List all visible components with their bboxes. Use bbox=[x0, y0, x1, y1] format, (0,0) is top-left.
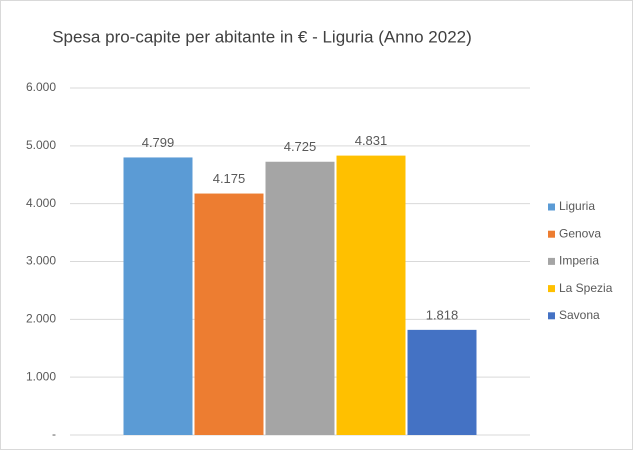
legend-swatch bbox=[548, 230, 555, 238]
y-tick-label: - bbox=[52, 427, 56, 441]
data-label: 4.831 bbox=[355, 133, 388, 148]
legend-label: Liguria bbox=[559, 199, 595, 213]
data-label: 4.725 bbox=[284, 139, 317, 154]
bar bbox=[265, 161, 335, 436]
bar bbox=[123, 157, 193, 436]
y-tick-label: 3.000 bbox=[26, 254, 56, 268]
legend-swatch bbox=[548, 257, 555, 265]
legend-swatch bbox=[548, 312, 555, 320]
y-tick-label: 5.000 bbox=[26, 138, 56, 152]
y-tick-label: 6.000 bbox=[26, 80, 56, 94]
legend-label: Genova bbox=[559, 226, 601, 240]
data-label: 4.175 bbox=[213, 171, 246, 186]
y-tick-label: 1.000 bbox=[26, 369, 56, 383]
y-tick-label: 2.000 bbox=[26, 312, 56, 326]
y-tick-label: 4.000 bbox=[26, 196, 56, 210]
bar bbox=[407, 329, 477, 435]
legend-swatch bbox=[548, 285, 555, 293]
data-label: 4.799 bbox=[142, 135, 175, 150]
data-label: 1.818 bbox=[426, 307, 459, 322]
legend-label: Savona bbox=[559, 308, 600, 322]
chart-title: Spesa pro-capite per abitante in € - Lig… bbox=[52, 27, 472, 46]
bar bbox=[194, 193, 264, 435]
legend-label: La Spezia bbox=[559, 281, 613, 295]
legend-swatch bbox=[548, 203, 555, 211]
legend-label: Imperia bbox=[559, 254, 599, 268]
bar bbox=[336, 155, 406, 435]
